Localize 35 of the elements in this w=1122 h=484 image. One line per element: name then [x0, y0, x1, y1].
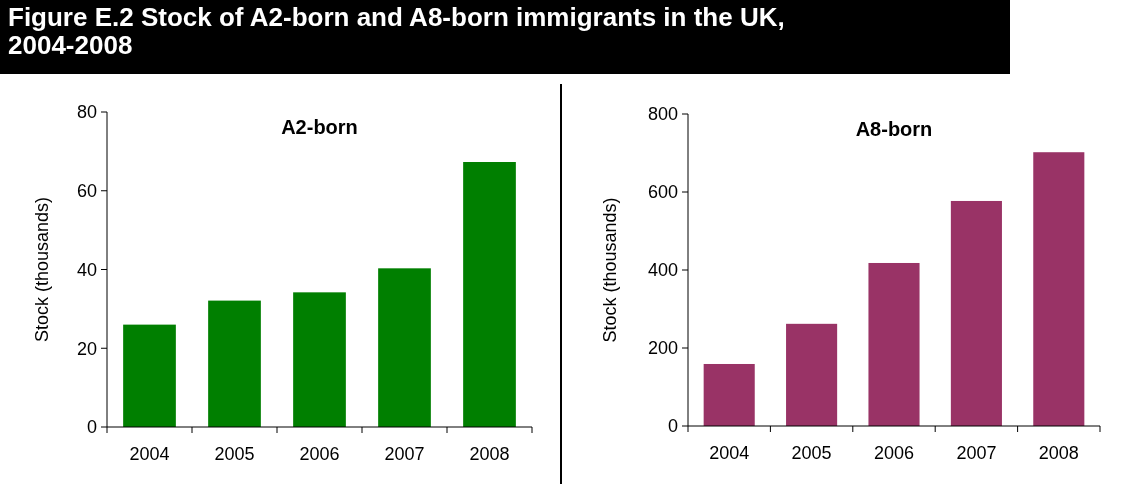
x-tick-label: 2006 [873, 443, 915, 463]
x-tick-label: 2005 [791, 443, 832, 463]
chart-subtitle: A2-born [281, 116, 358, 138]
y-tick-label: 800 [647, 104, 678, 125]
y-tick-label: 20 [76, 338, 97, 359]
x-tick-label: 2008 [1038, 443, 1079, 463]
bar [378, 268, 431, 427]
x-tick-label: 2005 [214, 444, 255, 464]
y-tick-label: 600 [647, 182, 678, 203]
x-tick-label: 2007 [956, 443, 997, 463]
x-tick-label: 2004 [709, 443, 750, 463]
y-axis-title: Stock (thousands) [600, 197, 620, 343]
y-tick-label: 200 [647, 338, 678, 359]
y-tick-label: 40 [76, 259, 97, 280]
chart-title: Figure E.2 Stock of A2-born and A8-born immigrants in the UK, 2004-2008 [8, 2, 785, 60]
bar [1033, 152, 1085, 426]
y-tick-label: 80 [76, 102, 97, 123]
y-tick-label: 60 [76, 181, 97, 202]
chart-title: A8-born [855, 118, 933, 140]
bar [123, 324, 176, 427]
bar [786, 323, 838, 426]
x-tick-label: 2004 [129, 444, 170, 464]
bar [463, 162, 516, 427]
bar [868, 262, 920, 426]
x-tick-label: 2008 [469, 444, 510, 464]
bar [703, 363, 755, 426]
y-tick-label: 400 [647, 260, 678, 281]
bar [293, 292, 346, 427]
y-tick-label: 0 [86, 417, 97, 438]
y-axis-title: Stock (thousands) [32, 196, 52, 343]
bar [950, 200, 1002, 426]
bar [208, 300, 261, 427]
x-tick-label: 2007 [384, 444, 425, 464]
y-tick-label: 0 [667, 416, 678, 437]
x-tick-label: 2006 [299, 444, 340, 464]
